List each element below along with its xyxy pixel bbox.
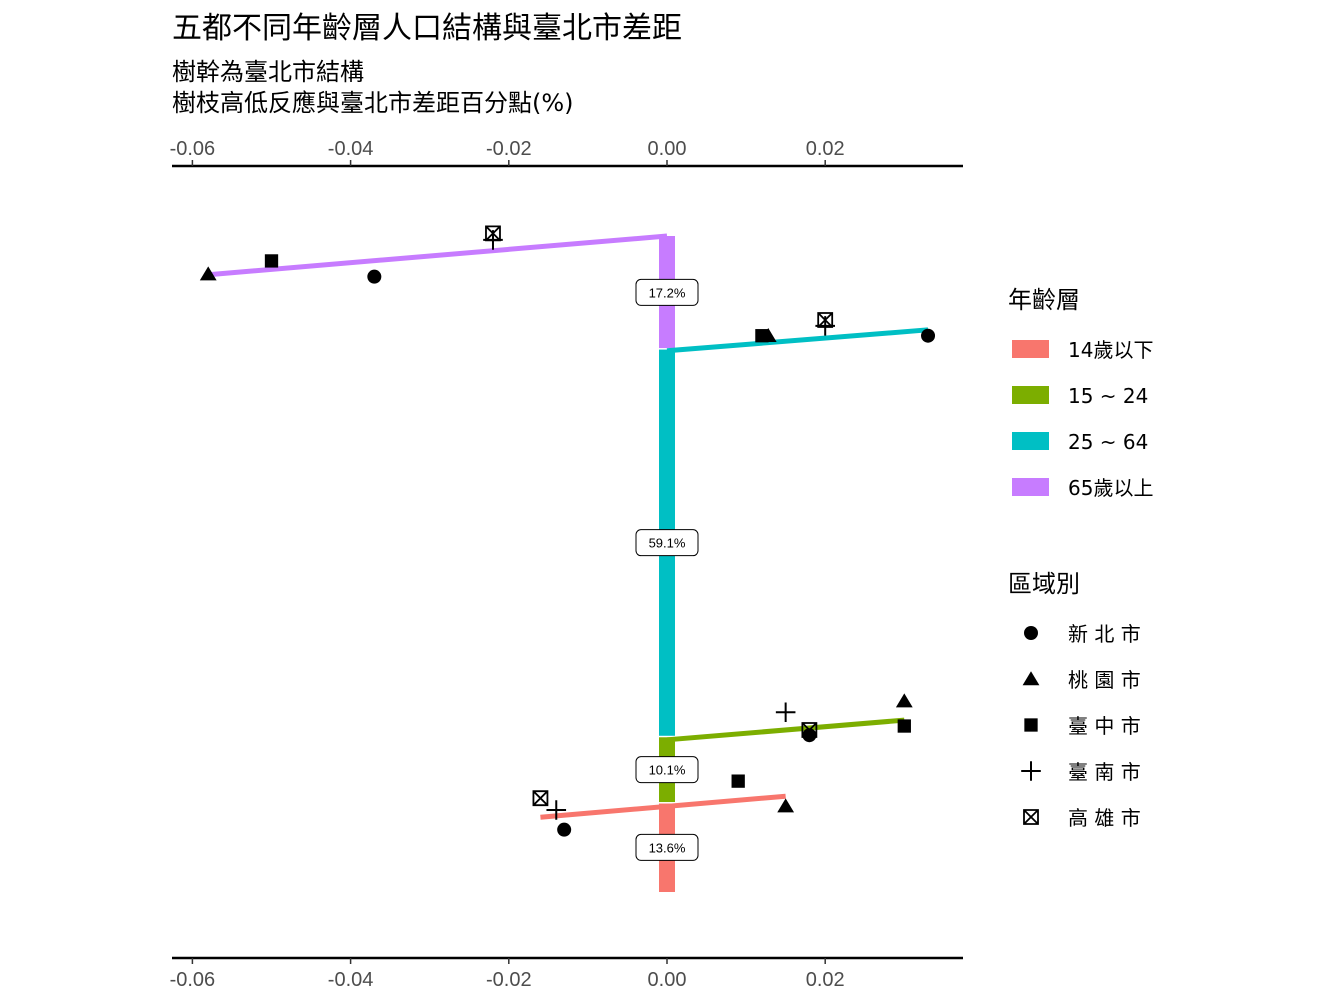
data-point-plus [546,800,567,820]
data-point-plus [775,702,796,723]
legend-swatch [1012,432,1049,450]
data-point-circle [921,328,936,343]
legend-triangle-icon [1022,671,1040,686]
chart-title: 五都不同年齡層人口結構與臺北市差距 [172,11,682,46]
share-label: 13.6% [649,840,686,855]
legend-label: 65歲以上 [1068,476,1153,500]
x-tick-label: 0.02 [806,138,845,160]
x-tick-label: 0.00 [648,138,687,160]
legend-label: 高 雄 市 [1068,806,1141,830]
legend-label: 14歲以下 [1068,338,1153,362]
points [199,225,936,837]
data-point-square [755,329,769,343]
share-labels: 13.6% 10.1% 59.1% 17.2% [635,278,699,861]
branch-line [540,793,786,820]
x-tick-label: -0.02 [486,138,532,160]
legend-square-icon [1024,718,1038,732]
chart-subtitle-line-1: 樹幹為臺北市結構 [172,58,364,86]
legend-plus-icon [1021,761,1041,781]
data-point-triangle [199,266,217,281]
axes: -0.06 -0.04 -0.02 0.00 0.02 -0.06 -0.04 -0.02 0.… [170,138,963,991]
x-tick-label: -0.04 [328,969,374,991]
legend-label: 桃 園 市 [1068,668,1141,692]
legend-label: 新 北 市 [1068,622,1141,646]
data-point-triangle [895,693,913,708]
data-point-circle [367,269,382,284]
data-point-circle [802,728,817,743]
share-label-box [635,278,699,306]
legend-label: 臺 中 市 [1068,714,1141,738]
x-tick-label: -0.06 [170,138,216,160]
trunk [659,236,675,892]
chart-subtitle-line-2: 樹枝高低反應與臺北市差距百分點(%) [172,89,574,117]
legend-swatch [1012,340,1049,358]
data-point-square [264,254,279,268]
x-tick-label: -0.04 [328,138,374,160]
legend-circle-icon [1024,626,1038,640]
share-label-box [635,756,699,784]
branch-line [666,717,905,743]
data-point-triangle [777,798,795,813]
legend-label: 15 ~ 24 [1068,384,1148,408]
share-label-box [635,833,699,861]
share-label-box [635,529,699,557]
data-point-square [731,774,745,788]
shape-legend-title: 區域別 [1008,570,1080,598]
branch-line [666,327,929,354]
branches [208,233,929,820]
x-tick-label: -0.02 [486,969,532,991]
branch-line [208,233,668,278]
data-point-square-cross [817,312,834,328]
data-point-circle [557,822,572,837]
data-point-square [897,719,911,733]
share-label: 10.1% [649,763,686,778]
x-tick-label: 0.02 [806,969,845,991]
data-point-square-cross [532,790,549,807]
share-label: 17.2% [649,285,686,300]
legend-label: 25 ~ 64 [1068,430,1148,454]
legend-square-cross-icon [1023,809,1039,825]
color-legend-title: 年齡層 [1008,286,1080,314]
legend-swatch [1012,478,1049,496]
data-point-square-cross [485,225,501,242]
x-tick-label: -0.06 [170,969,216,991]
legend-swatch [1012,386,1049,404]
data-point-square-cross [801,722,818,738]
share-label: 59.1% [649,536,686,551]
legend-label: 臺 南 市 [1068,760,1141,784]
x-tick-label: 0.00 [648,969,687,991]
